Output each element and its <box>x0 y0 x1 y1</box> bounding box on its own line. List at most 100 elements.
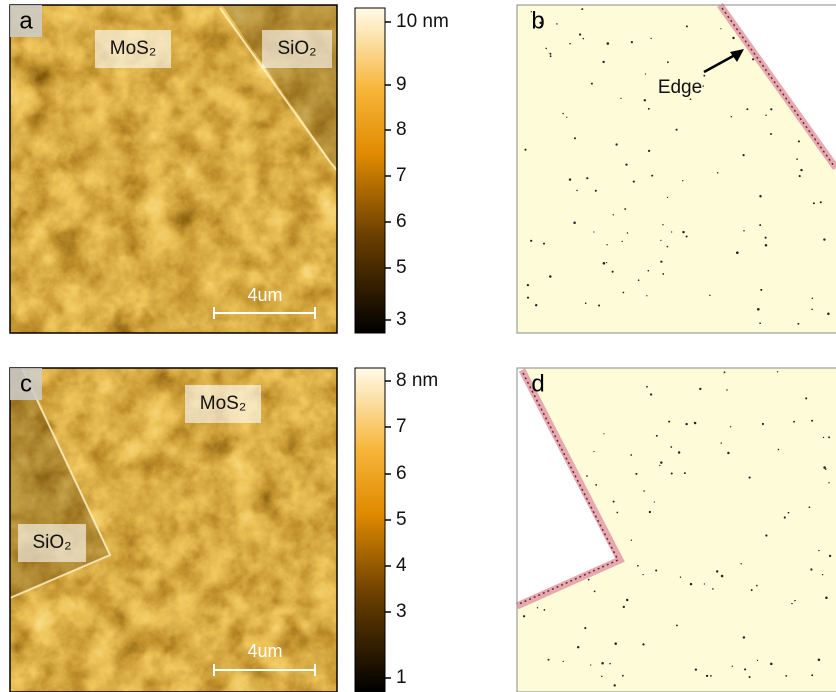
defect <box>595 190 597 192</box>
defect <box>798 140 800 142</box>
defect <box>791 603 792 604</box>
defect <box>827 312 830 315</box>
defect <box>607 42 610 45</box>
defect <box>732 666 733 667</box>
defect <box>727 452 729 454</box>
defect <box>667 61 669 63</box>
defect <box>549 53 551 55</box>
defect <box>770 133 772 135</box>
defect <box>788 512 790 514</box>
defect <box>759 322 761 324</box>
defect <box>743 154 745 156</box>
defect <box>650 393 652 395</box>
defect <box>749 477 751 479</box>
defect <box>645 73 646 74</box>
defect <box>829 555 831 557</box>
defect <box>614 642 617 645</box>
defect <box>659 465 660 466</box>
defect <box>828 482 829 483</box>
defect <box>646 386 648 388</box>
defect <box>660 461 662 463</box>
colorbar-tick-label: 6 <box>396 463 407 484</box>
defect <box>593 231 594 232</box>
defect <box>602 61 604 63</box>
defect <box>562 113 564 115</box>
defect <box>796 158 798 160</box>
defect <box>676 624 678 626</box>
defect <box>682 231 684 233</box>
defect <box>660 240 661 241</box>
defect <box>818 550 819 551</box>
defect <box>656 435 658 437</box>
defect <box>643 490 645 492</box>
defect <box>584 627 586 629</box>
colorbar-tick-label: 3 <box>396 309 407 330</box>
defect <box>620 98 621 99</box>
region-label: SiO₂ <box>277 38 316 59</box>
defect <box>778 449 780 451</box>
defect <box>594 591 596 593</box>
colorbar-tick-label: 5 <box>396 509 407 530</box>
defect <box>603 433 604 434</box>
defect <box>591 83 593 85</box>
defect <box>694 422 697 425</box>
defect <box>638 279 640 281</box>
defect <box>765 534 767 536</box>
defect <box>671 231 672 232</box>
defect <box>710 675 712 677</box>
defect <box>631 540 632 541</box>
colorbar-tick-label: 4 <box>396 555 407 576</box>
defect <box>662 224 663 225</box>
defect <box>544 609 546 611</box>
defect <box>695 668 697 670</box>
panel-label: a <box>19 7 33 34</box>
defect <box>651 175 653 177</box>
defect <box>646 295 647 296</box>
figure: a MoS₂ SiO₂ 4um 10 nm987653 b Edge c MoS… <box>0 0 836 692</box>
colorbar-ticks: 10 nm987653 <box>385 11 449 330</box>
defect <box>686 235 688 237</box>
defect <box>654 501 655 502</box>
defect <box>676 129 678 131</box>
defect <box>612 271 614 273</box>
defect <box>765 115 766 116</box>
defect <box>667 246 669 248</box>
colorbar-tick-label: 10 nm <box>396 11 449 32</box>
defect <box>569 178 571 180</box>
scale-label: 4um <box>247 285 282 305</box>
colorbar-tick-label: 7 <box>396 165 407 186</box>
scale-label: 4um <box>247 641 282 661</box>
defect <box>524 149 526 151</box>
defect <box>606 262 607 263</box>
defect <box>686 25 688 27</box>
defect <box>813 202 815 204</box>
defect <box>637 565 639 567</box>
defect <box>642 643 644 645</box>
defect <box>823 437 824 438</box>
defect <box>809 506 811 508</box>
defect <box>579 33 581 35</box>
defect <box>730 426 731 427</box>
defect <box>622 675 624 677</box>
defect <box>590 664 591 665</box>
defect <box>684 472 686 474</box>
defect <box>527 297 529 299</box>
defect <box>759 224 761 226</box>
colorbar-tick-label: 7 <box>396 416 407 437</box>
defect <box>648 270 650 272</box>
defect <box>811 674 813 676</box>
defect <box>523 615 525 617</box>
defect <box>822 574 823 575</box>
defect <box>721 442 722 443</box>
defect <box>563 661 564 662</box>
defect <box>644 99 646 101</box>
defect <box>549 275 552 278</box>
defect <box>765 237 767 239</box>
defect <box>642 574 643 575</box>
defect <box>759 195 761 197</box>
panel-label: c <box>20 370 32 397</box>
defect <box>545 48 547 50</box>
panel-d <box>517 368 836 692</box>
colorbar-tick-label: 8 <box>396 119 407 140</box>
defect <box>588 579 590 581</box>
